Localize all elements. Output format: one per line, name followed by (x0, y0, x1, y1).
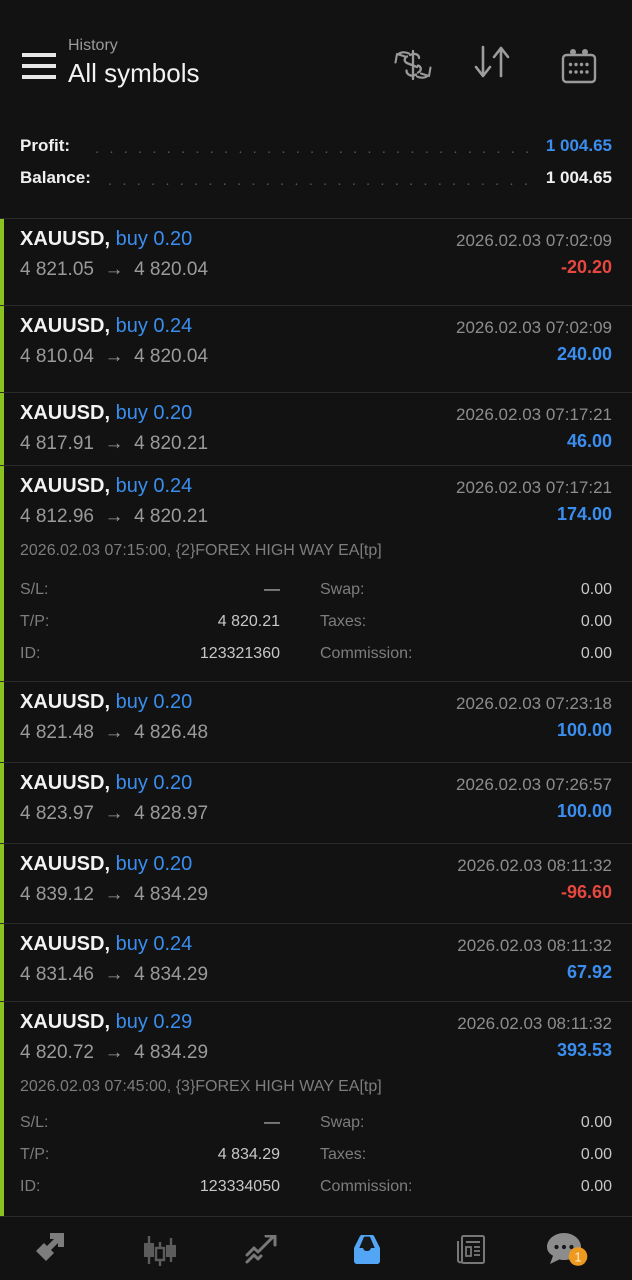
svg-text:1: 1 (574, 1250, 581, 1265)
